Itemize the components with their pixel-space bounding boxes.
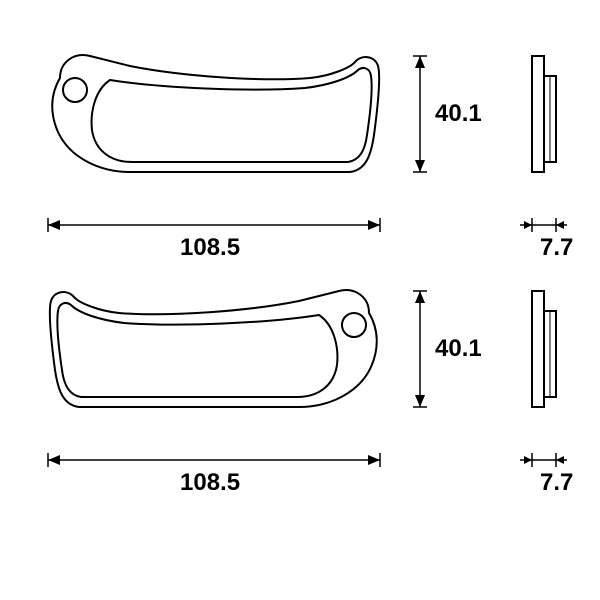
technical-drawing: 40.1 108.5 7.7 40.1 108.5 7.7 — [0, 0, 600, 600]
bottom-height-dim — [413, 291, 427, 407]
top-pad-side — [532, 56, 556, 172]
drawing-svg — [0, 0, 600, 600]
top-width-dim — [48, 218, 380, 232]
bottom-pad-side — [532, 291, 556, 407]
bottom-height-label: 40.1 — [435, 335, 482, 363]
bottom-pad-face — [50, 290, 377, 407]
top-height-dim — [413, 56, 427, 172]
bottom-thickness-label: 7.7 — [540, 469, 573, 497]
top-height-label: 40.1 — [435, 100, 482, 128]
bottom-width-label: 108.5 — [180, 469, 240, 497]
bottom-thickness-dim — [520, 453, 567, 467]
bottom-width-dim — [48, 453, 380, 467]
top-width-label: 108.5 — [180, 234, 240, 262]
top-thickness-dim — [520, 218, 567, 232]
top-thickness-label: 7.7 — [540, 234, 573, 262]
top-pad-face — [52, 55, 379, 172]
